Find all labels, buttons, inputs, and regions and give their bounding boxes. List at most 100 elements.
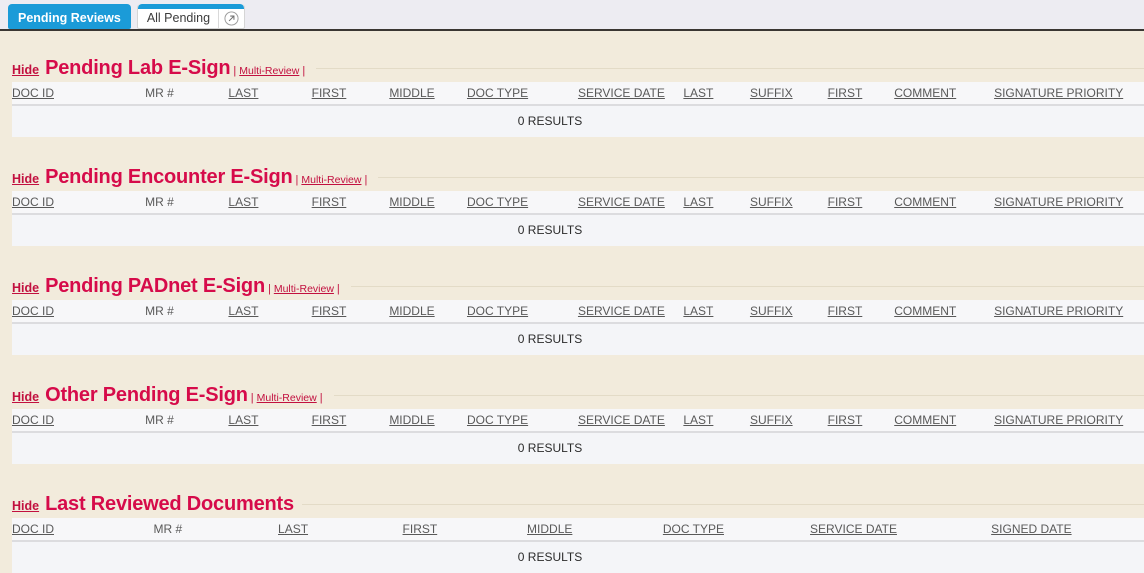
column-header[interactable]: SUFFIX	[749, 191, 828, 215]
column-header[interactable]: COMMENT	[894, 300, 995, 324]
column-header[interactable]: COMMENT	[894, 82, 995, 106]
column-header[interactable]: SIGNED DATE	[991, 518, 1144, 542]
separator: |	[336, 283, 340, 295]
column-header-label: SERVICE DATE	[577, 304, 665, 318]
column-header-label: DOC ID	[12, 413, 54, 427]
column-header[interactable]: MIDDLE	[389, 409, 467, 433]
column-header[interactable]: MIDDLE	[527, 518, 663, 542]
column-header-label: COMMENT	[894, 304, 957, 318]
column-header[interactable]: COMMENT	[894, 191, 995, 215]
column-header[interactable]: LAST	[228, 409, 312, 433]
column-header-label: DOC TYPE	[662, 522, 724, 536]
column-header[interactable]: MIDDLE	[389, 191, 467, 215]
column-header[interactable]: SERVICE DATE	[577, 409, 684, 433]
column-header[interactable]: DOC ID	[12, 300, 146, 324]
column-header[interactable]: SIGNATURE PRIORITY	[994, 191, 1144, 215]
column-header[interactable]: LAST	[683, 191, 750, 215]
column-header-label: LAST	[683, 86, 714, 100]
column-header-label: DOC ID	[12, 304, 54, 318]
table-other-pending-esign: DOC ID MR # LAST FIRST MIDDLE DOC TYPE SERVICE…	[12, 409, 1144, 464]
multi-review-link-pending-lab-esign[interactable]: Multi-Review	[239, 65, 300, 77]
tab-pending-reviews[interactable]: Pending Reviews	[8, 4, 131, 29]
column-header[interactable]: SIGNATURE PRIORITY	[994, 82, 1144, 106]
column-header[interactable]: DOC ID	[12, 191, 146, 215]
column-header[interactable]: DOC TYPE	[466, 82, 578, 106]
column-header-label: LAST	[683, 304, 714, 318]
column-header[interactable]: SUFFIX	[749, 82, 828, 106]
column-header[interactable]: DOC TYPE	[466, 409, 578, 433]
column-header[interactable]: MIDDLE	[389, 300, 467, 324]
column-header-label: MR #	[145, 413, 174, 427]
column-header-label: SUFFIX	[749, 413, 793, 427]
column-header-label: MIDDLE	[527, 522, 573, 536]
separator: |	[233, 65, 237, 77]
hide-link-pending-lab-esign[interactable]: Hide	[12, 63, 40, 77]
section-header: Hide Pending Encounter E-Sign | Multi-Revie…	[12, 167, 1144, 189]
multi-review-link-pending-padnet-esign[interactable]: Multi-Review	[273, 283, 334, 295]
section-pending-encounter-esign: Hide Pending Encounter E-Sign | Multi-Revie…	[0, 167, 1144, 246]
hide-link-other-pending-esign[interactable]: Hide	[12, 390, 40, 404]
column-header-label: MR #	[145, 195, 174, 209]
section-pending-lab-esign: Hide Pending Lab E-Sign | Multi-Review | DOC …	[0, 58, 1144, 137]
column-header-label: DOC TYPE	[466, 195, 529, 209]
column-header[interactable]: SERVICE DATE	[577, 191, 684, 215]
section-rule	[378, 177, 1144, 178]
column-header[interactable]: FIRST	[311, 191, 390, 215]
column-header[interactable]: DOC ID	[12, 518, 154, 542]
column-header[interactable]: SERVICE DATE	[577, 82, 684, 106]
multi-review-link-pending-encounter-esign[interactable]: Multi-Review	[301, 174, 362, 186]
column-header-label: SIGNATURE PRIORITY	[994, 304, 1124, 318]
column-header[interactable]: FIRST	[311, 300, 390, 324]
section-spacer	[0, 246, 1144, 276]
column-header-label: LAST	[683, 195, 714, 209]
column-header[interactable]: SUFFIX	[749, 300, 828, 324]
hide-link-last-reviewed-documents[interactable]: Hide	[12, 499, 40, 513]
column-header[interactable]: SUFFIX	[749, 409, 828, 433]
column-header[interactable]: LAST	[228, 82, 312, 106]
column-header[interactable]: MIDDLE	[389, 82, 467, 106]
hide-link-pending-encounter-esign[interactable]: Hide	[12, 172, 40, 186]
column-header[interactable]: LAST	[683, 82, 750, 106]
column-header[interactable]: SIGNATURE PRIORITY	[994, 409, 1144, 433]
column-header[interactable]: SERVICE DATE	[810, 518, 992, 542]
column-header[interactable]: LAST	[683, 409, 750, 433]
column-header[interactable]: DOC ID	[12, 82, 146, 106]
section-title: Other Pending E-Sign	[45, 384, 248, 406]
results-count-label: 0 RESULTS	[517, 441, 583, 455]
results-row: 0 RESULTS	[12, 541, 1144, 573]
column-header[interactable]: FIRST	[827, 409, 895, 433]
results-row: 0 RESULTS	[12, 214, 1144, 246]
column-header[interactable]: LAST	[228, 191, 312, 215]
table-header-row: DOC ID MR # LAST FIRST MIDDLE DOC TYPE SERVICE…	[12, 82, 1144, 106]
table-header-row: DOC ID MR # LAST FIRST MIDDLE DOC TYPE SERVICE…	[12, 518, 1144, 542]
column-header[interactable]: FIRST	[402, 518, 528, 542]
column-header-label: MR #	[145, 304, 174, 318]
column-header[interactable]: FIRST	[827, 191, 895, 215]
column-header[interactable]: DOC TYPE	[466, 300, 578, 324]
column-header[interactable]: DOC TYPE	[662, 518, 811, 542]
column-header[interactable]: FIRST	[827, 82, 895, 106]
pending-reviews-content: Hide Pending Lab E-Sign | Multi-Review | DOC …	[0, 31, 1144, 573]
column-header: MR #	[153, 518, 279, 542]
column-header[interactable]: FIRST	[311, 409, 390, 433]
column-header[interactable]: DOC TYPE	[466, 191, 578, 215]
column-header[interactable]: LAST	[683, 300, 750, 324]
column-header-label: SUFFIX	[749, 195, 793, 209]
results-count-cell: 0 RESULTS	[12, 214, 1144, 246]
column-header[interactable]: SIGNATURE PRIORITY	[994, 300, 1144, 324]
column-header[interactable]: LAST	[278, 518, 403, 542]
column-header[interactable]: SERVICE DATE	[577, 300, 684, 324]
column-header[interactable]: DOC ID	[12, 409, 146, 433]
hide-link-pending-padnet-esign[interactable]: Hide	[12, 281, 40, 295]
column-header[interactable]: FIRST	[311, 82, 390, 106]
multi-review-link-other-pending-esign[interactable]: Multi-Review	[256, 392, 317, 404]
column-header[interactable]: LAST	[228, 300, 312, 324]
open-in-new-icon[interactable]	[218, 4, 244, 28]
column-header[interactable]: FIRST	[827, 300, 895, 324]
tab-all-pending[interactable]: All Pending	[136, 4, 246, 29]
column-header[interactable]: COMMENT	[894, 409, 995, 433]
section-title: Pending PADnet E-Sign	[45, 275, 265, 297]
column-header-label: SUFFIX	[749, 304, 793, 318]
column-header-label: SERVICE DATE	[810, 522, 897, 536]
results-count-cell: 0 RESULTS	[12, 541, 1144, 573]
